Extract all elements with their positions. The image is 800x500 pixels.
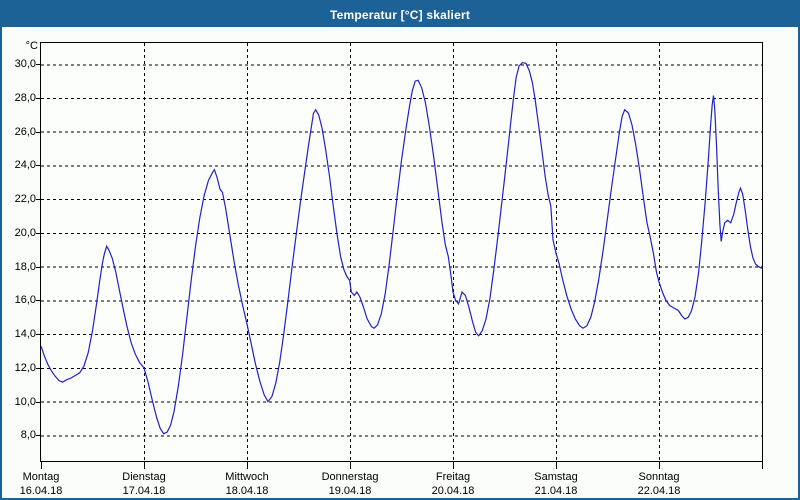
y-tick-label: 24,0 xyxy=(14,159,36,172)
day-name-label: Montag xyxy=(22,471,60,483)
plot-area xyxy=(40,42,763,462)
x-tick-mark xyxy=(762,462,763,469)
y-tick-mark xyxy=(36,334,40,336)
y-tick-mark xyxy=(36,165,40,167)
x-tick-mark xyxy=(41,462,42,469)
temperature-line xyxy=(41,61,762,435)
x-tick-mark xyxy=(556,462,557,469)
day-name-label: Mittwoch xyxy=(225,471,269,483)
day-name-label: Sonntag xyxy=(638,471,680,483)
chart-canvas xyxy=(41,43,762,461)
y-tick-mark xyxy=(36,232,40,234)
y-tick-mark xyxy=(36,367,40,369)
y-tick-label: 22,0 xyxy=(14,193,36,206)
window-titlebar: Temperatur [°C] skaliert xyxy=(2,2,798,27)
x-tick-mark xyxy=(350,462,351,469)
day-date-label: 17.04.18 xyxy=(122,485,166,497)
x-tick-mark xyxy=(247,462,248,469)
y-tick-label: 20,0 xyxy=(14,226,36,239)
y-tick-label: 26,0 xyxy=(14,125,36,138)
y-tick-mark xyxy=(36,199,40,201)
day-name-label: Donnerstag xyxy=(321,471,379,483)
y-tick-label: 12,0 xyxy=(14,361,36,374)
y-tick-label: 18,0 xyxy=(14,260,36,273)
y-tick-label: 28,0 xyxy=(14,91,36,104)
y-tick-label: 8,0 xyxy=(20,429,36,442)
window-title: Temperatur [°C] skaliert xyxy=(329,7,471,22)
x-axis-day-label: Samstag 21.04.18 xyxy=(505,470,607,498)
y-tick-mark xyxy=(36,300,40,302)
day-date-label: 19.04.18 xyxy=(328,485,372,497)
y-axis-unit-label: °C xyxy=(25,40,38,52)
x-tick-mark xyxy=(659,462,660,469)
day-date-label: 20.04.18 xyxy=(431,485,475,497)
x-axis-day-label: Freitag 20.04.18 xyxy=(402,470,504,498)
day-name-label: Freitag xyxy=(435,471,471,483)
day-name-label: Dienstag xyxy=(122,471,166,483)
y-tick-mark xyxy=(36,401,40,403)
y-tick-mark xyxy=(36,64,40,66)
chart-panel: °C 8,0 10,0 12,0 14,0 16,0 18,0 20,0 22,0 24,0 26… xyxy=(2,27,798,498)
day-date-label: 21.04.18 xyxy=(534,485,578,497)
day-date-label: 16.04.18 xyxy=(19,485,63,497)
y-tick-mark xyxy=(36,266,40,268)
x-axis-day-label: Donnerstag 19.04.18 xyxy=(299,470,401,498)
y-tick-mark xyxy=(36,97,40,99)
day-date-label: 22.04.18 xyxy=(637,485,681,497)
y-tick-label: 16,0 xyxy=(14,294,36,307)
x-axis-day-label: Montag 16.04.18 xyxy=(2,470,92,498)
x-axis-day-label: Dienstag 17.04.18 xyxy=(93,470,195,498)
day-name-label: Samstag xyxy=(534,471,578,483)
y-tick-mark xyxy=(36,131,40,133)
x-axis-day-label: Sonntag 22.04.18 xyxy=(608,470,710,498)
day-date-label: 18.04.18 xyxy=(225,485,269,497)
y-tick-label: 30,0 xyxy=(14,58,36,71)
y-tick-label: 14,0 xyxy=(14,328,36,341)
y-tick-mark xyxy=(36,435,40,437)
y-tick-label: 10,0 xyxy=(14,395,36,408)
x-tick-mark xyxy=(144,462,145,469)
x-axis-day-label: Mittwoch 18.04.18 xyxy=(196,470,298,498)
x-tick-mark xyxy=(453,462,454,469)
